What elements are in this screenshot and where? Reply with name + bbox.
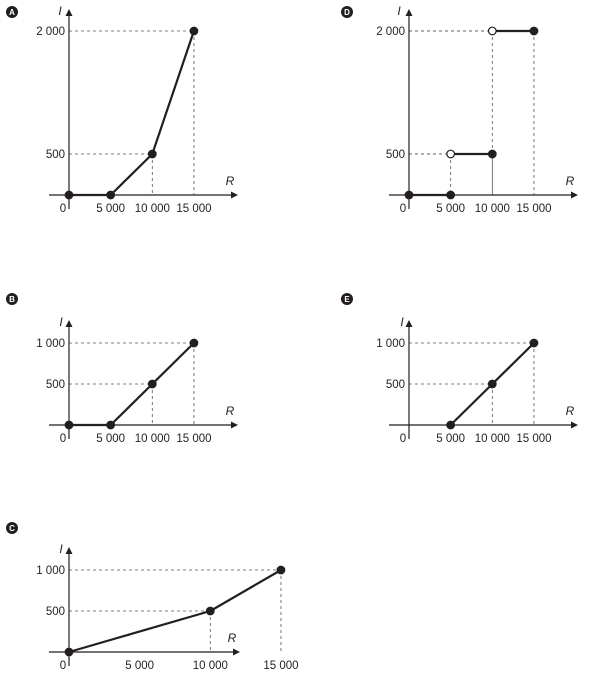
y-tick-label: 500 — [386, 149, 405, 161]
x-tick-label: 15 000 — [516, 433, 551, 445]
graph-option-b[interactable]: B I R 0 5 000 10 000 15 000 500 1 000 — [6, 293, 238, 445]
x-tick-label: 10 000 — [475, 433, 510, 445]
data-point-filled — [487, 379, 497, 389]
graph-option-d[interactable]: D I R 0 5 000 10 000 15 000 500 2 000 — [341, 4, 578, 215]
y-tick-label: 2 000 — [36, 26, 65, 38]
graph-option-e[interactable]: E I R 0 5 000 10 000 15 000 500 1 000 — [341, 293, 578, 445]
x-tick-label: 10 000 — [193, 660, 228, 672]
y-axis-label: I — [397, 4, 401, 18]
graph-option-c[interactable]: C I R 0 5 000 10 000 15 000 500 1 000 — [6, 522, 299, 672]
origin-label: 0 — [400, 203, 406, 215]
x-tick-label: 10 000 — [135, 433, 170, 445]
data-point-filled — [404, 190, 414, 200]
option-badge — [341, 293, 353, 305]
y-tick-label: 500 — [386, 379, 405, 391]
data-point-filled — [189, 338, 199, 348]
x-axis-label: R — [228, 631, 237, 645]
y-axis-arrow-icon — [405, 9, 413, 16]
x-axis-arrow-icon — [233, 648, 240, 656]
option-label: E — [344, 295, 350, 304]
data-point-filled — [276, 565, 286, 575]
series-line — [69, 30, 195, 197]
data-point-filled — [106, 190, 116, 200]
option-badge — [6, 522, 18, 534]
x-axis-arrow-icon — [571, 191, 578, 199]
data-point-filled — [529, 338, 539, 348]
data-point-filled — [487, 149, 497, 159]
y-axis-label: I — [58, 4, 62, 18]
data-point-open — [446, 149, 456, 159]
x-tick-label: 15 000 — [516, 203, 551, 215]
option-badge — [6, 6, 18, 18]
y-tick-label: 2 000 — [376, 26, 405, 38]
x-axis-label: R — [566, 404, 575, 418]
y-tick-label: 500 — [46, 149, 65, 161]
y-axis-arrow-icon — [65, 9, 73, 16]
data-point-filled — [446, 420, 456, 430]
x-axis-label: R — [226, 404, 235, 418]
x-tick-label: 15 000 — [176, 203, 211, 215]
option-badge — [341, 6, 353, 18]
data-point-open — [487, 26, 497, 36]
origin-label: 0 — [400, 433, 406, 445]
origin-label: 0 — [60, 203, 66, 215]
x-tick-label: 5 000 — [436, 433, 465, 445]
x-axis-label: R — [226, 174, 235, 188]
data-point-filled — [106, 420, 116, 430]
y-axis-label: I — [400, 315, 404, 329]
y-axis-arrow-icon — [405, 320, 413, 327]
data-point-filled — [189, 26, 199, 36]
data-point-filled — [64, 420, 74, 430]
y-axis-label: I — [59, 315, 63, 329]
y-tick-label: 1 000 — [36, 338, 65, 350]
data-point-filled — [147, 379, 157, 389]
x-tick-label: 10 000 — [475, 203, 510, 215]
y-axis-arrow-icon — [65, 547, 73, 554]
option-badge — [6, 293, 18, 305]
option-label: D — [344, 8, 350, 17]
x-tick-label: 10 000 — [135, 203, 170, 215]
y-axis-label: I — [59, 542, 63, 556]
x-tick-label: 15 000 — [263, 660, 298, 672]
option-label: A — [9, 8, 15, 17]
y-tick-label: 500 — [46, 606, 65, 618]
origin-label: 0 — [60, 660, 66, 672]
x-tick-label: 5 000 — [96, 433, 125, 445]
y-tick-label: 500 — [46, 379, 65, 391]
x-axis-arrow-icon — [231, 191, 238, 199]
data-point-filled — [529, 26, 539, 36]
data-point-filled — [64, 190, 74, 200]
data-point-filled — [64, 647, 74, 657]
option-label: B — [9, 295, 15, 304]
y-tick-label: 1 000 — [36, 565, 65, 577]
option-label: C — [9, 524, 15, 533]
x-tick-label: 5 000 — [436, 203, 465, 215]
x-axis-arrow-icon — [571, 421, 578, 429]
origin-label: 0 — [60, 433, 66, 445]
y-tick-label: 1 000 — [376, 338, 405, 350]
data-point-filled — [205, 606, 215, 616]
x-tick-label: 15 000 — [176, 433, 211, 445]
y-axis-arrow-icon — [65, 320, 73, 327]
data-point-filled — [147, 149, 157, 159]
x-tick-label: 5 000 — [125, 660, 154, 672]
x-tick-label: 5 000 — [96, 203, 125, 215]
data-point-filled — [446, 190, 456, 200]
x-axis-arrow-icon — [231, 421, 238, 429]
graph-option-a[interactable]: A I R 0 5 000 10 000 15 000 500 2 000 — [6, 4, 238, 215]
series-line — [69, 342, 195, 427]
x-axis-label: R — [566, 174, 575, 188]
